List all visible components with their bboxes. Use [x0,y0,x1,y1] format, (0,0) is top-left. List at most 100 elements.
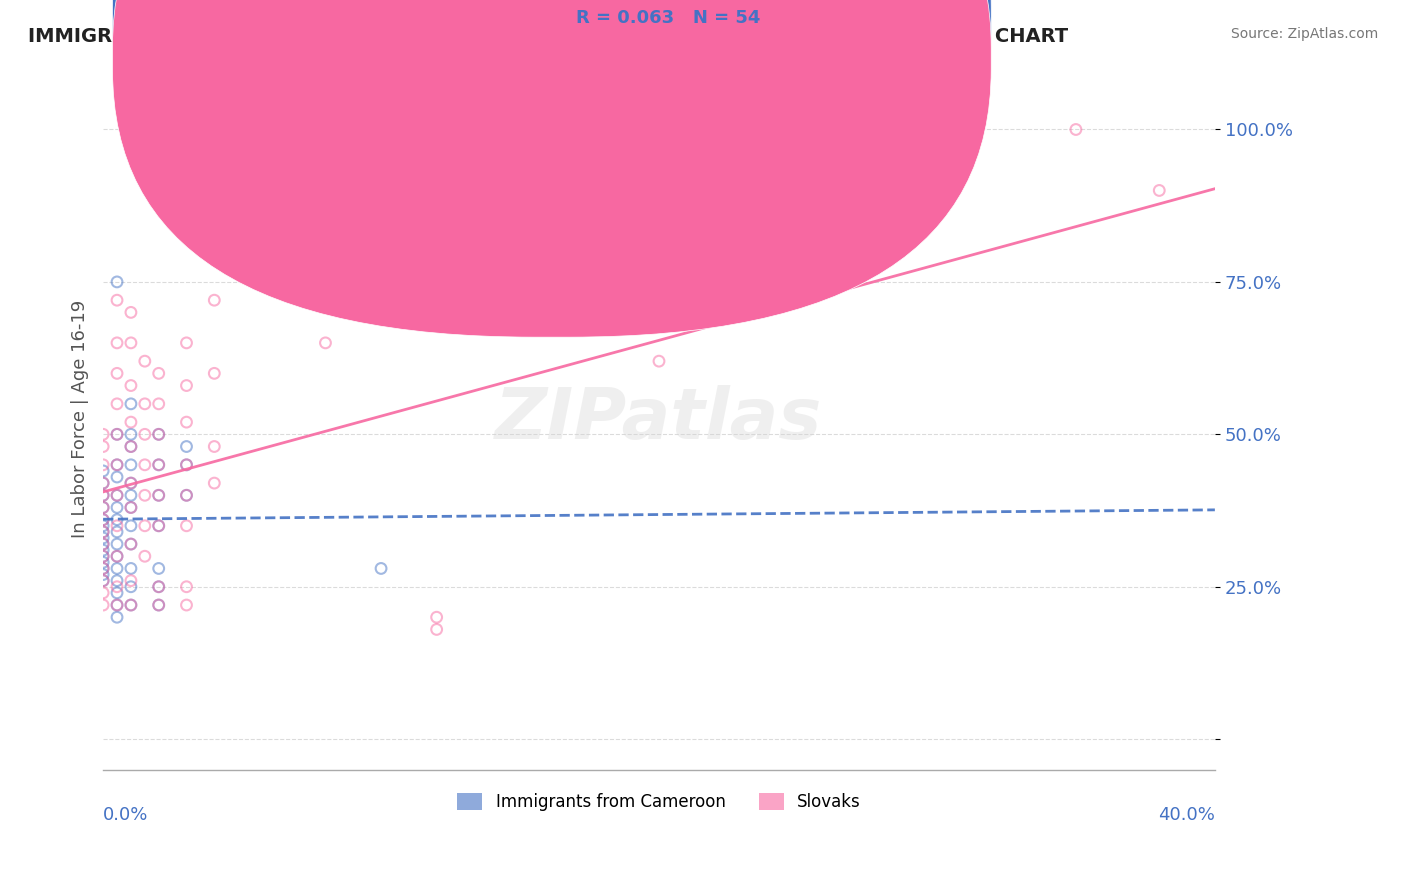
Point [148,488,170,502]
Point [120,561,142,575]
Point [105,275,128,289]
Point [120,305,142,319]
Text: 0.0%: 0.0% [103,806,149,824]
Point [91,500,114,515]
Point [176,415,198,429]
Point [91,458,114,472]
Point [370,561,392,575]
Point [134,549,156,564]
Point [148,367,170,381]
Point [134,354,156,368]
Point [105,598,128,612]
Point [176,598,198,612]
Point [202,476,225,491]
Point [91,513,114,527]
Point [176,488,198,502]
Point [176,335,198,350]
Y-axis label: In Labor Force | Age 16-19: In Labor Force | Age 16-19 [72,300,89,538]
Point [176,518,198,533]
Point [134,458,156,472]
Point [120,397,142,411]
Point [105,397,128,411]
Point [91,524,114,539]
Point [105,524,128,539]
Point [105,458,128,472]
Point [105,518,128,533]
Point [91,476,114,491]
Point [148,580,170,594]
Point [176,488,198,502]
Point [105,367,128,381]
Point [105,610,128,624]
Point [120,415,142,429]
Point [176,458,198,472]
Text: R = 0.483   N = 67: R = 0.483 N = 67 [576,49,761,67]
Point [202,367,225,381]
Point [648,354,671,368]
Text: R = 0.063   N = 54: R = 0.063 N = 54 [576,9,761,27]
Point [91,567,114,582]
Point [91,500,114,515]
Point [91,561,114,575]
Point [91,427,114,442]
Point [148,397,170,411]
Point [91,537,114,551]
Point [105,470,128,484]
Point [91,549,114,564]
Point [105,293,128,308]
Point [105,513,128,527]
Text: 40.0%: 40.0% [1159,806,1215,824]
Point [91,531,114,545]
Point [148,427,170,442]
Point [105,549,128,564]
Point [202,293,225,308]
Point [120,598,142,612]
Point [91,464,114,478]
Point [314,335,336,350]
Point [91,549,114,564]
Point [176,440,198,454]
Point [148,518,170,533]
Point [120,476,142,491]
Point [105,580,128,594]
Point [120,458,142,472]
Point [91,537,114,551]
Point [105,549,128,564]
Point [134,427,156,442]
Point [91,586,114,600]
Point [120,335,142,350]
Point [134,488,156,502]
Point [91,574,114,588]
Point [105,537,128,551]
Point [105,574,128,588]
Point [148,518,170,533]
Text: ZIPatlas: ZIPatlas [495,384,823,454]
Text: IMMIGRANTS FROM CAMEROON VS SLOVAK IN LABOR FORCE | AGE 16-19 CORRELATION CHART: IMMIGRANTS FROM CAMEROON VS SLOVAK IN LA… [28,27,1069,46]
Point [91,524,114,539]
Point [120,574,142,588]
Point [120,476,142,491]
Point [176,580,198,594]
Point [120,537,142,551]
Point [105,500,128,515]
Point [105,586,128,600]
Point [120,378,142,392]
Point [134,518,156,533]
Point [120,440,142,454]
Point [148,561,170,575]
Point [91,440,114,454]
Point [91,598,114,612]
Point [91,488,114,502]
Point [134,397,156,411]
Point [1149,184,1171,198]
Point [105,458,128,472]
Text: Source: ZipAtlas.com: Source: ZipAtlas.com [1230,27,1378,41]
Point [120,580,142,594]
Point [120,500,142,515]
Point [148,427,170,442]
Point [120,440,142,454]
Point [105,598,128,612]
Point [91,476,114,491]
Point [105,335,128,350]
Point [91,555,114,569]
